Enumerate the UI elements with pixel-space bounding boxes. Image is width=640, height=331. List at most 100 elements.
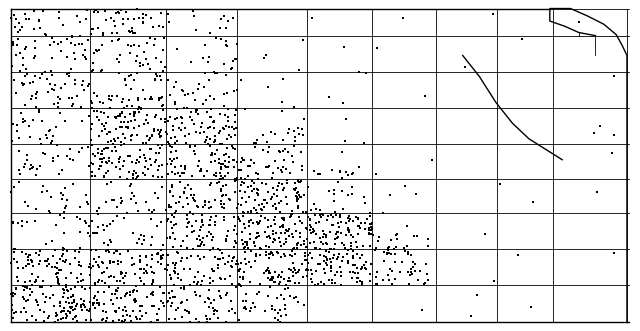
Point <box>315 207 325 213</box>
Point <box>331 212 341 217</box>
Point <box>139 238 149 243</box>
Point <box>301 267 311 272</box>
Point <box>281 313 291 318</box>
Point <box>149 129 159 134</box>
Point <box>345 270 355 275</box>
Point <box>102 247 113 253</box>
Point <box>262 201 273 206</box>
Point <box>187 173 197 179</box>
Point <box>108 319 118 324</box>
Point <box>223 164 233 169</box>
Point <box>260 164 271 169</box>
Point <box>128 171 138 176</box>
Point <box>15 28 25 33</box>
Point <box>121 271 131 276</box>
Point <box>291 228 301 233</box>
Point <box>255 252 265 258</box>
Point <box>285 170 296 176</box>
Point <box>295 218 305 224</box>
Point <box>235 274 245 280</box>
Point <box>49 40 59 45</box>
Point <box>140 172 150 178</box>
Point <box>204 229 214 235</box>
Point <box>93 290 103 295</box>
Point <box>293 214 303 220</box>
Point <box>364 232 374 237</box>
Point <box>135 155 145 160</box>
Point <box>170 140 180 146</box>
Point <box>118 276 128 281</box>
Point <box>131 316 141 321</box>
Point <box>139 233 149 239</box>
Point <box>98 32 108 37</box>
Point <box>264 245 274 250</box>
Point <box>22 284 32 290</box>
Point <box>209 139 220 145</box>
Point <box>154 251 164 256</box>
Point <box>193 234 204 239</box>
Point <box>99 110 109 116</box>
Point <box>83 201 93 206</box>
Point <box>53 271 63 276</box>
Point <box>221 236 231 242</box>
Point <box>364 226 374 231</box>
Point <box>95 164 106 169</box>
Point <box>278 188 288 193</box>
Point <box>252 211 262 216</box>
Point <box>161 252 172 258</box>
Point <box>205 93 215 98</box>
Point <box>243 218 253 223</box>
Point <box>209 312 219 317</box>
Point <box>134 260 145 265</box>
Point <box>34 261 44 267</box>
Point <box>246 217 257 222</box>
Point <box>228 164 239 169</box>
Point <box>22 219 32 224</box>
Point <box>214 156 224 162</box>
Point <box>335 168 345 173</box>
Point <box>220 201 230 207</box>
Point <box>230 132 240 137</box>
Point <box>170 270 180 275</box>
Point <box>55 256 65 261</box>
Point <box>81 318 91 323</box>
Point <box>171 260 181 266</box>
Point <box>68 101 78 107</box>
Point <box>307 271 317 276</box>
Point <box>128 175 138 180</box>
Point <box>307 15 317 21</box>
Point <box>91 7 101 13</box>
Point <box>335 214 345 219</box>
Point <box>383 251 394 256</box>
Point <box>123 43 133 48</box>
Point <box>111 288 121 294</box>
Point <box>313 171 323 176</box>
Point <box>58 196 68 201</box>
Point <box>160 64 170 70</box>
Point <box>227 146 237 151</box>
Point <box>154 151 164 156</box>
Point <box>74 250 84 255</box>
Point <box>488 11 498 17</box>
Point <box>70 56 80 62</box>
Point <box>128 289 138 294</box>
Point <box>155 145 165 150</box>
Point <box>34 252 44 257</box>
Point <box>90 230 100 236</box>
Point <box>175 173 185 178</box>
Point <box>404 281 414 287</box>
Point <box>189 121 199 126</box>
Point <box>156 117 166 122</box>
Point <box>66 40 76 46</box>
Point <box>60 209 70 214</box>
Point <box>246 248 257 253</box>
Point <box>217 141 227 146</box>
Point <box>216 295 226 300</box>
Point <box>216 16 226 22</box>
Point <box>248 186 259 192</box>
Point <box>261 53 271 58</box>
Point <box>291 270 301 275</box>
Point <box>366 261 376 267</box>
Point <box>291 186 301 191</box>
Point <box>202 233 212 238</box>
